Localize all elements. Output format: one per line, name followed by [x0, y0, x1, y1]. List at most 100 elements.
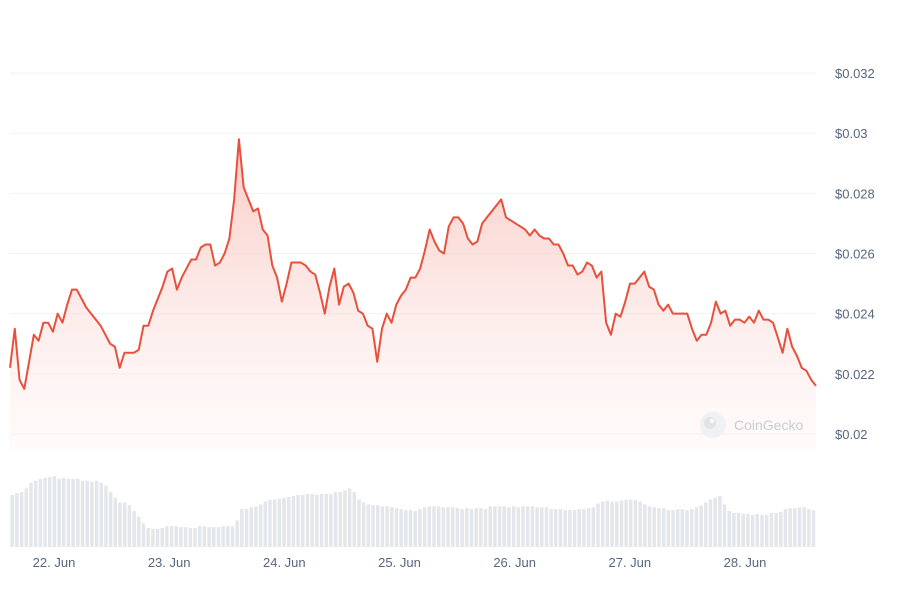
volume-bar [577, 509, 581, 547]
y-tick-label: $0.02 [835, 427, 868, 442]
volume-bar [535, 507, 539, 547]
volume-bar [624, 499, 628, 547]
volume-bar [226, 526, 230, 547]
volume-bar [127, 505, 132, 547]
volume-bar [43, 477, 47, 547]
volume-bar [249, 507, 253, 547]
volume-bar [62, 477, 66, 547]
volume-bar [563, 510, 567, 547]
volume-bar [413, 511, 417, 547]
y-tick-label: $0.024 [835, 307, 875, 322]
volume-bar [76, 478, 80, 547]
volume-bar [511, 506, 516, 547]
x-tick-label: 22. Jun [33, 555, 76, 570]
volume-bar [371, 505, 375, 547]
volume-bar [216, 527, 221, 547]
volume-bar [788, 508, 792, 547]
volume-bar [310, 493, 314, 547]
volume-bar [596, 503, 600, 547]
volume-bar [347, 488, 352, 547]
volume-bar [188, 528, 193, 547]
volume-bar [638, 501, 642, 547]
volume-bar [507, 507, 511, 547]
volume-bar [497, 506, 502, 547]
volume-bar [643, 504, 647, 547]
volume-bar [244, 509, 249, 547]
volume-bar [272, 499, 277, 547]
volume-bar [779, 511, 783, 547]
volume-bar [540, 507, 544, 547]
volume-bar [666, 510, 671, 547]
volume-bar [230, 526, 235, 547]
volume-bar [193, 528, 197, 547]
volume-bar [446, 507, 450, 547]
volume-bar [441, 507, 446, 547]
volume-bar [479, 508, 483, 547]
volume-bar [160, 528, 164, 547]
volume-bar [263, 501, 268, 547]
price-area-fill [10, 139, 816, 450]
volume-bar [361, 502, 366, 547]
volume-bar [99, 482, 104, 547]
volume-bar [554, 509, 558, 547]
volume-bar [483, 509, 488, 547]
volume-bar [141, 523, 146, 547]
volume-bar [694, 507, 699, 547]
x-axis-ticks: 22. Jun 23. Jun 24. Jun 25. Jun 26. Jun 27. J… [33, 555, 767, 570]
volume-bar [85, 480, 89, 547]
volume-bar [774, 512, 778, 547]
volume-bar [108, 492, 113, 547]
volume-bar [760, 514, 764, 547]
volume-bar [221, 526, 225, 547]
volume-bar [212, 527, 216, 547]
volume-bar [802, 507, 806, 547]
volume-bar [57, 478, 61, 547]
volume-bar [197, 526, 202, 547]
volume-bar [122, 502, 127, 547]
volume-bar [713, 497, 717, 547]
volume-bar [610, 501, 614, 547]
watermark: CoinGecko [700, 412, 803, 438]
volume-bar [324, 493, 328, 547]
volume-bar [183, 527, 188, 547]
volume-bar [343, 490, 347, 547]
volume-bar [118, 502, 122, 547]
price-line [9, 138, 817, 390]
volume-bar [769, 512, 774, 547]
volume-bar [315, 494, 319, 547]
volume-bar [352, 492, 357, 547]
volume-bar [652, 507, 656, 547]
y-tick-label: $0.028 [835, 186, 875, 201]
volume-bar [66, 478, 71, 547]
volume-bar [19, 492, 24, 547]
volume-bar [797, 507, 802, 547]
volume-bar [404, 510, 408, 547]
volume-bar [282, 497, 286, 547]
volume-bar [202, 526, 207, 547]
volume-bar [254, 506, 258, 547]
volume-bar [793, 508, 797, 547]
volume-bar [296, 494, 300, 547]
volume-bar [394, 508, 399, 547]
y-tick-label: $0.03 [835, 126, 868, 141]
x-tick-label: 26. Jun [493, 555, 536, 570]
volume-bar [427, 506, 432, 547]
volume-bar [530, 506, 535, 547]
volume-bar [572, 510, 577, 547]
volume-bar [657, 508, 661, 547]
volume-bar [488, 506, 492, 547]
volume-bar [549, 509, 553, 547]
volume-bar [558, 509, 563, 547]
volume-bar [29, 482, 33, 547]
volume-bar [137, 516, 141, 547]
volume-bar [207, 527, 211, 547]
volume-bar [689, 509, 694, 547]
volume-bar [591, 507, 596, 547]
volume-bar [615, 501, 619, 547]
volume-bar [811, 510, 816, 547]
x-tick-label: 28. Jun [724, 555, 767, 570]
y-tick-label: $0.022 [835, 367, 875, 382]
coingecko-logo-inner [704, 417, 716, 429]
x-tick-label: 27. Jun [609, 555, 652, 570]
